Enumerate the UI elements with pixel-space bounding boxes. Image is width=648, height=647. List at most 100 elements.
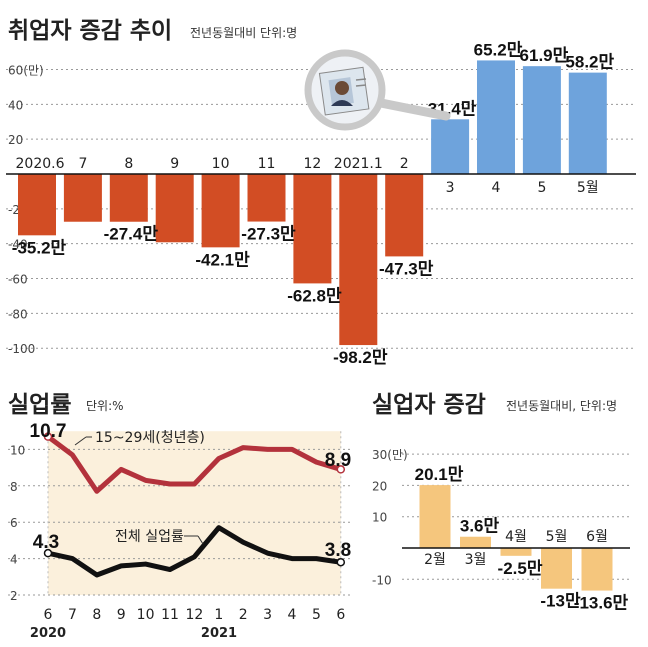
rate-y-tick: 6	[10, 516, 18, 530]
employment-bar	[431, 119, 470, 174]
employment-bar	[385, 174, 424, 257]
unemployed-categories: 2월 3월 4월 5월 6월	[424, 529, 608, 568]
employment-category-label: 10	[212, 156, 230, 172]
employment-y-tick: -100	[8, 342, 35, 356]
employment-unit: 전년동월대비 단위:명	[190, 26, 297, 40]
rate-end-labels: 10.7 8.9 4.3 3.8	[30, 421, 352, 561]
employment-bar	[293, 174, 332, 284]
rate-x-tick: 6	[336, 607, 345, 623]
total-callout-leader	[197, 535, 204, 545]
employment-value-label: -62.8만	[287, 286, 342, 305]
rate-x-tick: 12	[185, 607, 203, 623]
employment-category-label: 3	[446, 180, 455, 196]
unemployed-unit: 전년동월대비, 단위:명	[506, 399, 617, 413]
unemployed-bar	[581, 548, 613, 591]
total-series-label: 전체 실업률	[115, 529, 184, 545]
rate-x-tick: 5	[312, 607, 321, 623]
rate-year-2021: 2021	[201, 626, 237, 641]
employment-value-label: -47.3만	[379, 259, 434, 278]
rate-background-fill	[48, 431, 341, 595]
rate-x-tick: 4	[288, 607, 297, 623]
employment-chart: 취업자 증감 추이 전년동월대비 단위:명 60(만)4020-20-40-60…	[6, 18, 636, 367]
employment-bar	[568, 72, 607, 174]
employment-category-label: 2021.1	[334, 156, 383, 172]
employment-bar	[155, 174, 194, 243]
employment-category-label: 8	[124, 156, 133, 172]
employment-value-label: -35.2만	[12, 238, 67, 257]
youth-callout-leader	[74, 436, 87, 446]
employment-bars	[18, 60, 607, 346]
rate-title: 실업률	[8, 392, 71, 418]
employment-category-label: 11	[258, 156, 276, 172]
employment-categories: 2020.6 7 8 9 10 11 12 2021.1 2 3 4 5 5월	[16, 156, 599, 196]
youth-start-label: 10.7	[30, 421, 67, 442]
employment-y-tick: 60(만)	[8, 63, 44, 77]
total-rate-line	[47, 525, 342, 578]
youth-series-label: 15~29세(청년층)	[95, 430, 205, 446]
employment-title: 취업자 증감 추이	[8, 18, 172, 44]
youth-rate-line	[46, 434, 342, 494]
employment-value-label: 61.9만	[520, 46, 569, 65]
unemployed-value-label: 3.6만	[460, 517, 500, 536]
unemployed-y-tick: 10	[372, 511, 387, 525]
rate-y-tick: 8	[10, 480, 18, 494]
employment-bar	[339, 174, 378, 346]
employment-value-label: -27.4만	[104, 225, 159, 244]
rate-y-ticks: 10 8 6 4 2	[10, 443, 25, 603]
total-rate-endpoint	[336, 557, 346, 567]
rate-x-tick: 7	[68, 607, 77, 623]
employment-bar	[247, 174, 286, 222]
employment-bar	[522, 66, 561, 174]
unemployed-value-label: -13만	[540, 592, 581, 611]
magnifier-illustration	[304, 49, 451, 131]
total-rate-endpoint	[43, 548, 53, 558]
unemployed-value-label: 20.1만	[415, 465, 464, 484]
unemployed-bars	[419, 485, 613, 591]
unemployed-value-label: -13.6만	[574, 594, 629, 613]
unemployed-y-ticks: 30(만) 20 10 -10	[372, 448, 408, 587]
total-start-label: 4.3	[33, 532, 59, 553]
rate-x-tick: 8	[92, 607, 101, 623]
employment-y-tick: -60	[8, 273, 28, 287]
employment-category-label: 2	[400, 156, 409, 172]
unemployed-value-labels: 20.1만 3.6만 -2.5만 -13만-13.6만	[415, 465, 629, 612]
rate-x-tick: 9	[117, 607, 126, 623]
employment-bar	[477, 60, 515, 174]
employment-value-label: 65.2만	[474, 40, 523, 59]
employment-bar	[63, 174, 102, 222]
rate-y-tick: 10	[10, 443, 25, 457]
employment-value-label: -98.2만	[333, 348, 388, 367]
rate-x-tick: 3	[263, 607, 272, 623]
employment-category-label: 7	[78, 156, 87, 172]
unemployed-category-label: 2월	[424, 552, 446, 568]
rate-x-tick: 11	[161, 607, 179, 623]
rate-area-fill	[48, 431, 341, 595]
employment-y-tick: 20	[8, 133, 23, 147]
employment-category-label: 9	[170, 156, 179, 172]
rate-series-lines	[43, 432, 346, 578]
unemployed-y-tick: -10	[372, 573, 392, 587]
unemployed-category-label: 5월	[546, 529, 568, 545]
employment-y-tick: 40	[8, 98, 23, 112]
unemployed-title: 실업자 증감	[372, 392, 486, 418]
employment-y-tick: -80	[8, 307, 28, 321]
employment-bar	[201, 174, 240, 248]
employment-category-label: 12	[303, 156, 321, 172]
employment-bar	[18, 174, 56, 236]
rate-y-tick: 2	[10, 589, 18, 603]
rate-x-ticks: 6 7 8 9 10 11 12 1 2 3 4 5 6	[44, 607, 346, 623]
unemployed-y-tick: 30(만)	[372, 448, 408, 462]
employment-category-label: 5	[537, 180, 546, 196]
unemployed-category-label: 6월	[586, 529, 608, 545]
youth-rate-endpoint	[43, 432, 53, 441]
unemployed-value-label: -2.5만	[498, 559, 543, 578]
unemployed-category-label: 3월	[465, 552, 487, 568]
employment-bar	[109, 174, 148, 222]
unemployed-category-label: 4월	[505, 529, 527, 545]
unemployed-chart: 실업자 증감 전년동월대비, 단위:명 30(만) 20 10 -10 2월 3월 4월 5…	[372, 392, 630, 613]
employment-value-label: -27.3만	[241, 225, 296, 244]
youth-end-label: 8.9	[325, 450, 351, 471]
rate-x-tick: 2	[239, 607, 248, 623]
